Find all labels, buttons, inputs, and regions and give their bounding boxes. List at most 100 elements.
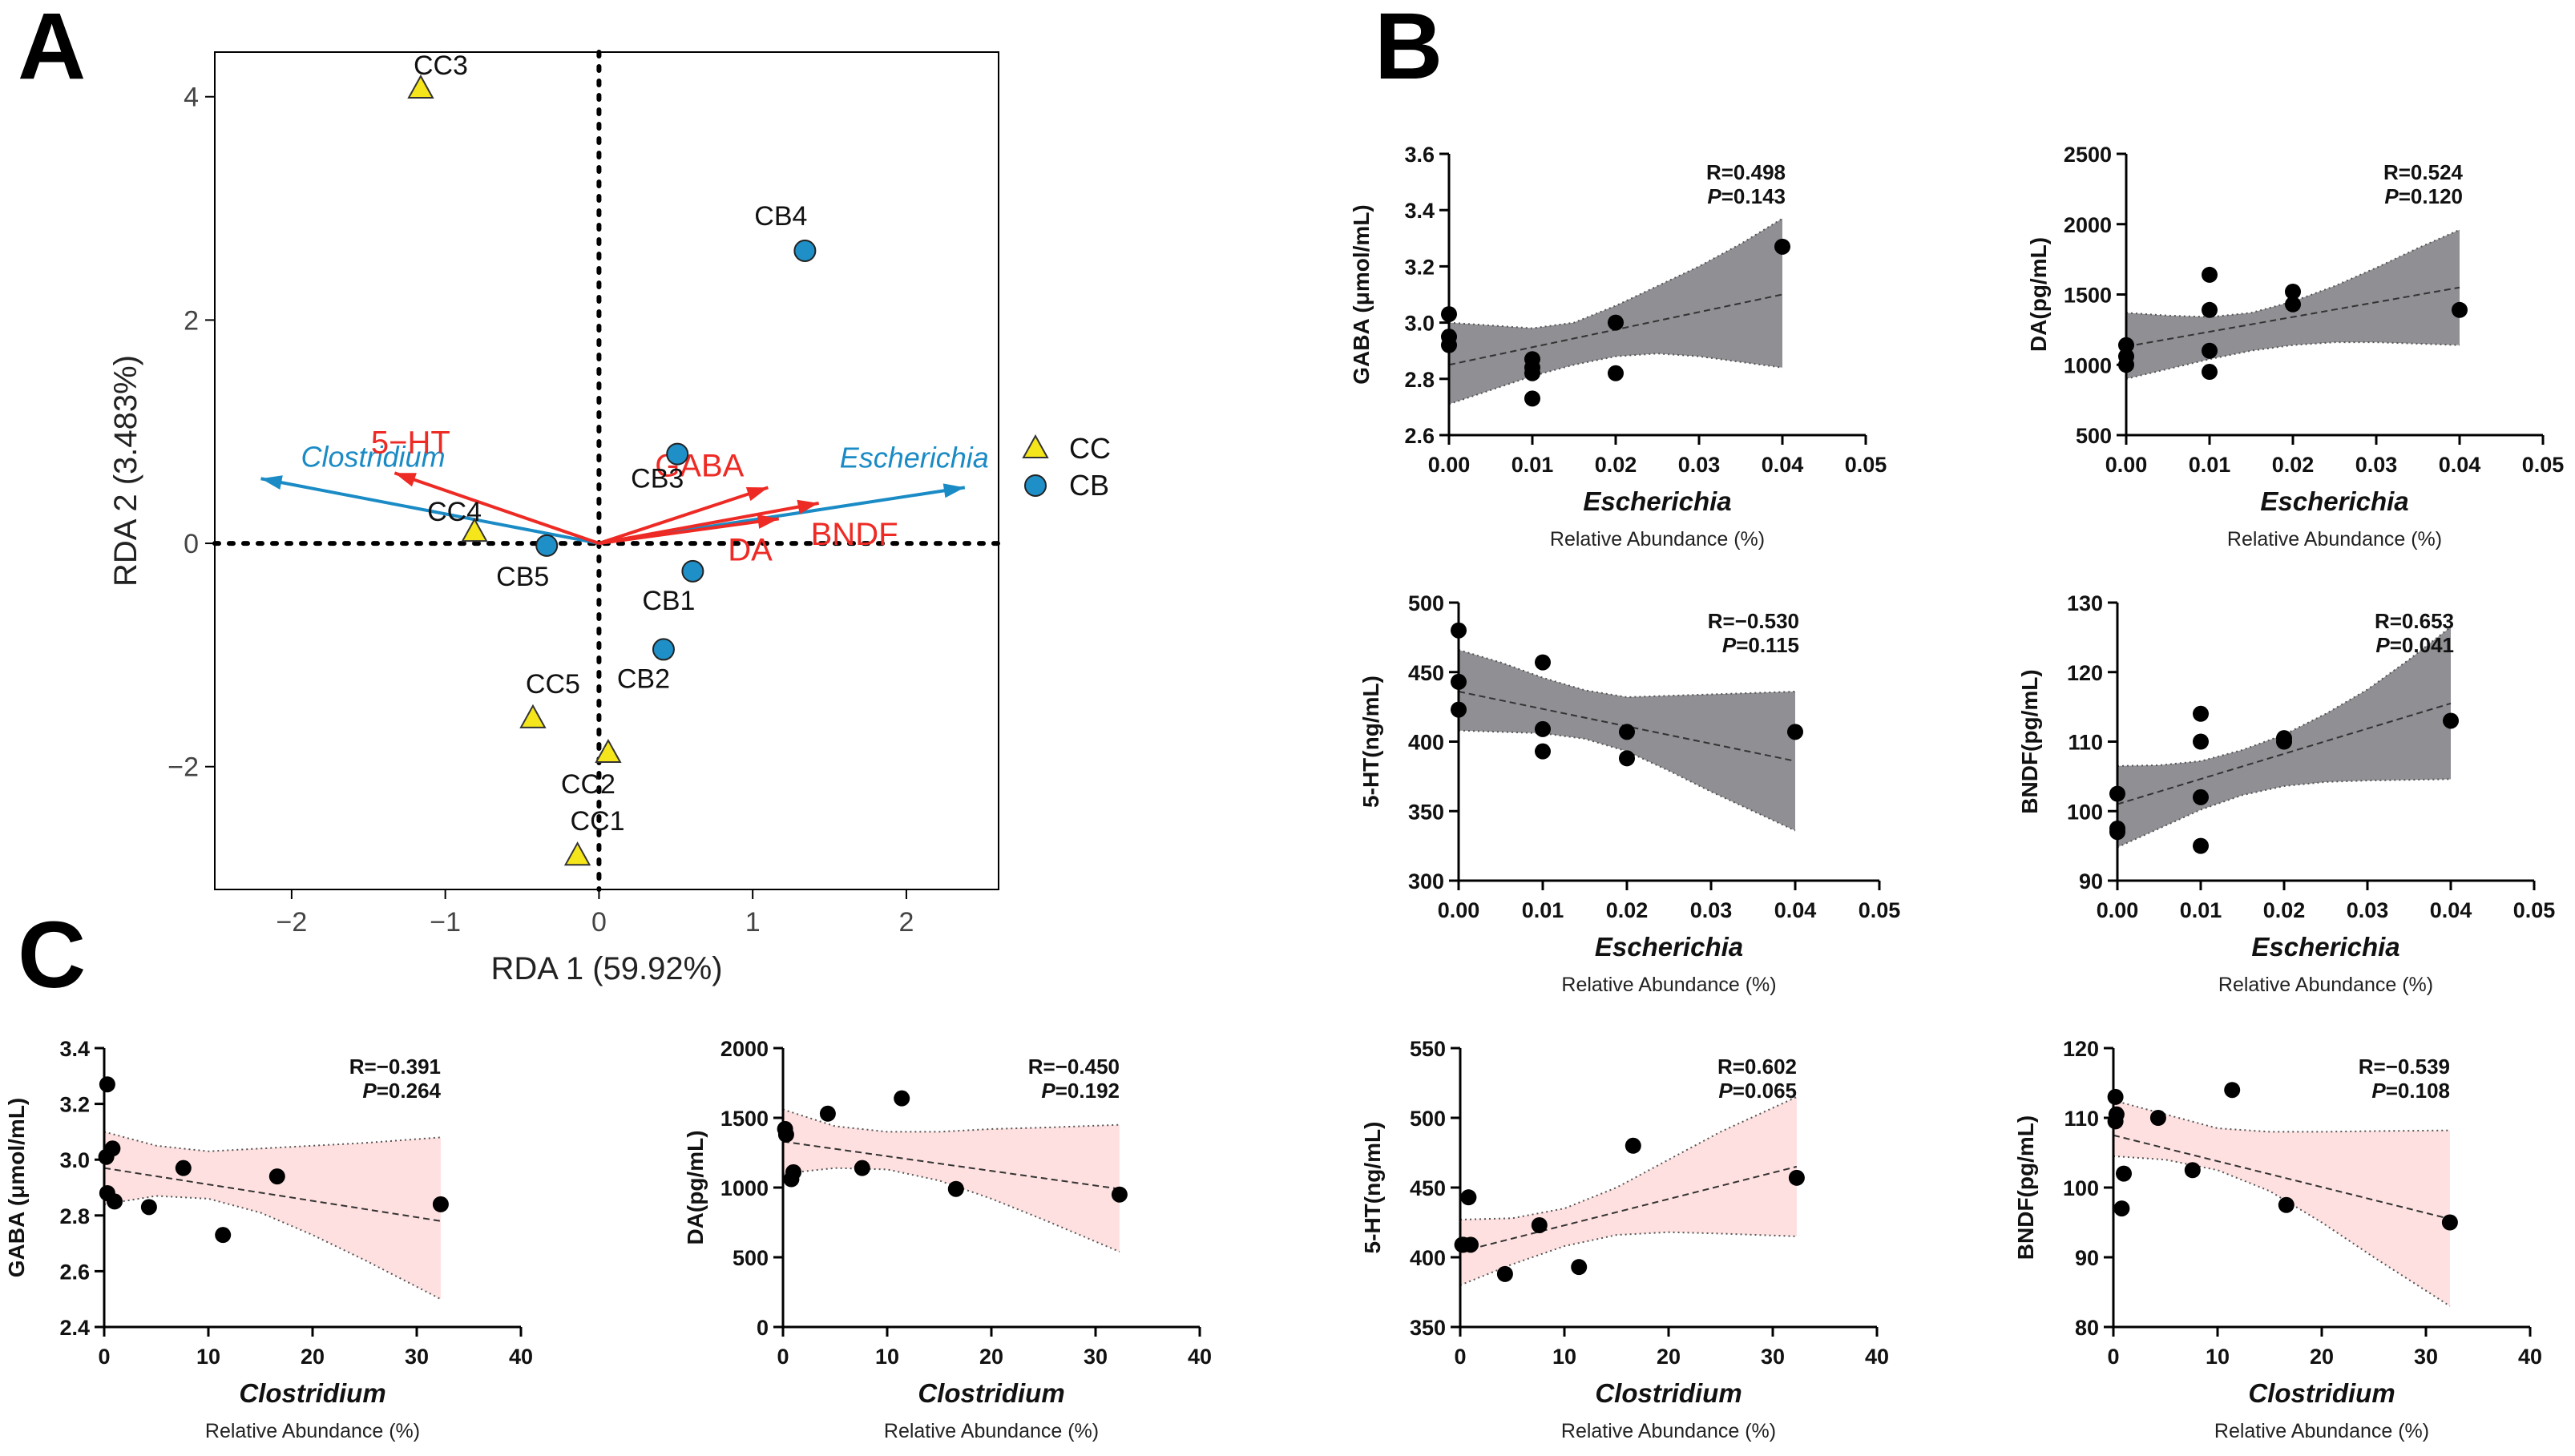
confidence-band	[2113, 1100, 2450, 1306]
stat-p-symbol: P	[1041, 1079, 1055, 1103]
x-tick-label: 0.01	[1522, 898, 1564, 922]
data-point	[1535, 743, 1551, 760]
stat-p-symbol: P	[362, 1079, 377, 1103]
x-axis-sublabel: Relative Abundance (%)	[205, 1420, 420, 1442]
y-tick-label: 3.6	[1404, 143, 1435, 167]
x-tick-label: 10	[1552, 1345, 1576, 1369]
y-tick-label: 500	[2076, 424, 2112, 448]
chart-bndf-vs-escherichia: 0.00 0.01 0.02 0.03 0.04 0.05 90 100 110 120 130 Es…	[2017, 591, 2555, 996]
y-tick-label: 3.0	[1404, 312, 1435, 336]
data-point	[1535, 720, 1551, 737]
data-point	[1460, 1189, 1477, 1206]
vector-clostridium	[260, 477, 599, 546]
y-tick-label: 550	[1410, 1037, 1446, 1061]
data-point	[947, 1180, 964, 1197]
data-point	[432, 1196, 449, 1212]
x-axis-label: Clostridium	[2248, 1378, 2395, 1408]
data-point	[1619, 750, 1635, 767]
data-point	[2184, 1162, 2201, 1179]
vector-arrowhead	[757, 514, 779, 529]
band-lower-edge	[1458, 729, 1796, 832]
x-tick-label: −1	[430, 907, 461, 938]
y-tick-label: 110	[2068, 731, 2103, 755]
point-cb1	[681, 559, 704, 583]
stat-p-value: =0.108	[2386, 1079, 2450, 1103]
data-point	[2118, 337, 2134, 353]
x-tick-label: 0.01	[1512, 453, 1554, 477]
data-point	[854, 1160, 870, 1176]
y-axis-label: DA(pg/mL)	[683, 1130, 708, 1244]
x-tick-label: 20	[1657, 1345, 1681, 1369]
y-axis-label: BNDF(pg/mL)	[2013, 1115, 2038, 1260]
y-tick-label: 100	[2067, 800, 2103, 824]
plot-frame	[214, 51, 999, 890]
data-point	[1774, 238, 1790, 255]
vector-da	[599, 517, 780, 546]
x-axis-label: Clostridium	[918, 1378, 1064, 1408]
x-tick-label: 0.05	[2513, 898, 2556, 922]
y-axis-label: 5-HT(ng/mL)	[1360, 1122, 1385, 1254]
data-point	[2443, 712, 2459, 729]
panel-letter-b: B	[1374, 0, 1443, 99]
x-tick-label: 0.05	[2522, 453, 2565, 477]
stat-p: P=0.041	[2375, 633, 2454, 657]
data-point	[819, 1105, 836, 1122]
y-axis-label: 5-HT(ng/mL)	[1358, 676, 1383, 808]
y-tick-label: 2000	[720, 1037, 769, 1061]
x-tick-label: 0.03	[2347, 898, 2389, 922]
regression-line	[1459, 1165, 1798, 1253]
data-point	[2118, 357, 2134, 373]
y-tick-label: 2.6	[1404, 424, 1435, 448]
regression-line	[103, 1167, 442, 1222]
stat-p-value: =0.264	[377, 1079, 442, 1103]
x-axis-label: Clostridium	[1595, 1378, 1742, 1408]
x-tick-label: 30	[1761, 1345, 1785, 1369]
vector-arrowhead	[394, 473, 417, 487]
data-point	[1625, 1137, 1641, 1154]
band-upper-edge	[1459, 1095, 1798, 1221]
y-tick-label: 500	[1408, 591, 1444, 615]
data-point	[1463, 1236, 1479, 1253]
y-tick-label: 0	[184, 529, 199, 559]
stat-p-value: =0.115	[1736, 633, 1799, 657]
data-point	[99, 1076, 115, 1093]
point-label: CB5	[496, 562, 549, 592]
y-axis-label: GABA (μmol/mL)	[4, 1098, 29, 1278]
stat-p-symbol: P	[1722, 633, 1737, 657]
data-point	[2285, 296, 2301, 313]
x-axis-label: Escherichia	[1595, 932, 1743, 962]
x-tick-label: 0.04	[2430, 898, 2472, 922]
x-tick-label: 40	[2518, 1345, 2542, 1369]
data-point	[777, 1126, 794, 1143]
chart-da-vs-clostridium: 0 10 20 30 40 0 500 1000 1500 2000 Clostridium Rela…	[683, 1037, 1212, 1442]
vector-label: Clostridium	[301, 440, 446, 473]
band-upper-edge	[2113, 1099, 2450, 1133]
x-axis-label: Clostridium	[239, 1378, 385, 1408]
y-tick-label: 500	[733, 1246, 769, 1270]
x-axis-label: Escherichia	[2251, 932, 2399, 962]
data-point	[2285, 283, 2301, 300]
chart-gaba-vs-escherichia: 0.00 0.01 0.02 0.03 0.04 0.05 2.6 2.8 3.0 3.2 3.4 3…	[1349, 143, 1887, 551]
y-tick-label: 2.4	[59, 1316, 90, 1340]
confidence-band	[1459, 649, 1795, 831]
x-tick-label: 0.05	[1845, 453, 1887, 477]
data-point	[2116, 1165, 2132, 1182]
y-tick-label: 2.6	[59, 1260, 90, 1284]
y-tick-label: 1500	[2064, 284, 2112, 308]
point-cc2	[595, 738, 622, 764]
y-tick-label: 2.8	[59, 1204, 90, 1228]
x-axis-label: Escherichia	[2260, 486, 2408, 516]
stat-p-symbol: P	[1707, 184, 1721, 208]
legend-label: CB	[1069, 469, 1109, 502]
data-point	[1441, 306, 1457, 323]
vector-arrowhead	[260, 475, 283, 490]
data-point	[2193, 788, 2209, 805]
data-point	[1441, 337, 1457, 353]
regression-line	[2125, 286, 2460, 348]
y-tick-label: 350	[1408, 800, 1444, 824]
x-tick-label: 30	[2414, 1345, 2438, 1369]
band-lower-edge	[103, 1195, 442, 1301]
y-axis-label: DA(pg/mL)	[2026, 237, 2051, 352]
x-tick-label: 10	[2206, 1345, 2230, 1369]
